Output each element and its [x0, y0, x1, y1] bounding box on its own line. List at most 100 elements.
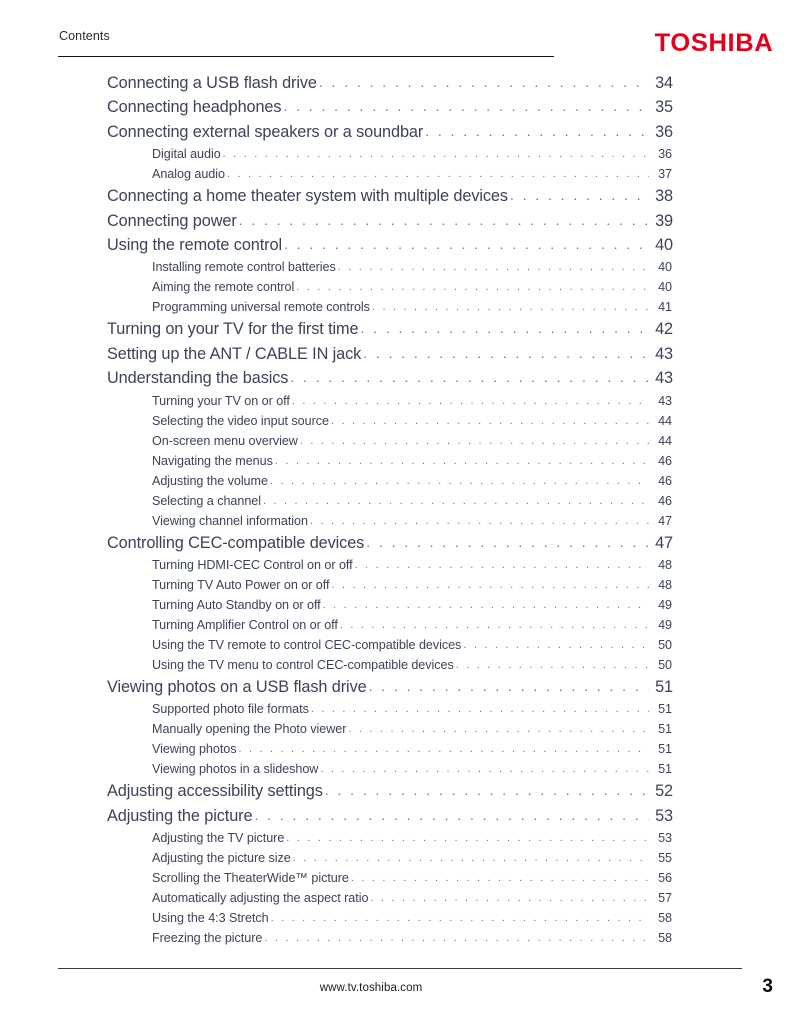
- toc-entry[interactable]: On-screen menu overview. . . . . . . . .…: [0, 434, 800, 454]
- toc-entry[interactable]: Turning TV Auto Power on or off. . . . .…: [0, 578, 800, 598]
- toc-leader-dots: . . . . . . . . . . . . . . . . . . . . …: [368, 677, 649, 694]
- toc-entry-title: Adjusting the picture: [107, 806, 253, 825]
- toc-entry[interactable]: Connecting headphones. . . . . . . . . .…: [0, 98, 800, 122]
- toc-entry-title: Adjusting the TV picture: [152, 831, 285, 846]
- toc-entry[interactable]: Connecting a home theater system with mu…: [0, 187, 800, 211]
- toc-entry[interactable]: Viewing photos. . . . . . . . . . . . . …: [0, 742, 800, 762]
- toc-entry[interactable]: Adjusting accessibility settings. . . . …: [0, 782, 800, 806]
- toc-leader-dots: . . . . . . . . . . . . . . . . . . . . …: [322, 598, 649, 611]
- toc-entry-title: Viewing photos on a USB flash drive: [107, 677, 367, 696]
- toc-leader-dots: . . . . . . . . . . . . . . . . . . . . …: [238, 743, 650, 756]
- toc-entry-title: Aiming the remote control: [152, 280, 295, 295]
- toc-leader-dots: . . . . . . . . . . . . . . . . . . . . …: [463, 638, 649, 651]
- toc-entry-title: Adjusting the picture size: [152, 851, 291, 866]
- footer-page-number: 3: [762, 976, 773, 997]
- toc-leader-dots: . . . . . . . . . . . . . . . . . . . . …: [339, 618, 649, 631]
- footer-website-url: www.tv.toshiba.com: [319, 982, 423, 994]
- toc-entry[interactable]: Using the TV remote to control CEC-compa…: [0, 638, 800, 658]
- toc-entry[interactable]: Adjusting the picture size. . . . . . . …: [0, 851, 800, 871]
- toc-entry-title: Understanding the basics: [107, 369, 289, 388]
- toc-leader-dots: . . . . . . . . . . . . . . . . . . . . …: [363, 344, 649, 361]
- toc-entry-title: Viewing photos: [152, 742, 237, 757]
- toc-entry-page-number: 52: [655, 782, 673, 801]
- toc-entry[interactable]: Selecting a channel. . . . . . . . . . .…: [0, 494, 800, 514]
- toc-leader-dots: . . . . . . . . . . . . . . . . . . . . …: [318, 74, 649, 90]
- toc-entry[interactable]: Controlling CEC-compatible devices. . . …: [0, 534, 800, 558]
- toc-entry[interactable]: Selecting the video input source. . . . …: [0, 414, 800, 434]
- toc-leader-dots: . . . . . . . . . . . . . . . . . . . . …: [226, 168, 649, 181]
- toc-entry-page-number: 51: [658, 702, 672, 717]
- toc-entry-title: Analog audio: [152, 167, 225, 182]
- toc-entry[interactable]: Digital audio. . . . . . . . . . . . . .…: [0, 147, 800, 167]
- toc-entry[interactable]: Using the remote control. . . . . . . . …: [0, 236, 800, 260]
- toc-entry[interactable]: Turning HDMI-CEC Control on or off. . . …: [0, 558, 800, 578]
- toc-entry-page-number: 58: [658, 931, 672, 946]
- toc-entry[interactable]: Automatically adjusting the aspect ratio…: [0, 891, 800, 911]
- toc-entry[interactable]: Aiming the remote control. . . . . . . .…: [0, 280, 800, 300]
- toc-entry-title: Adjusting accessibility settings: [107, 782, 323, 801]
- toc-entry[interactable]: Supported photo file formats. . . . . . …: [0, 702, 800, 722]
- toc-leader-dots: . . . . . . . . . . . . . . . . . . . . …: [238, 211, 649, 228]
- toc-entry-page-number: 35: [655, 98, 673, 117]
- toc-entry[interactable]: Viewing channel information. . . . . . .…: [0, 514, 800, 534]
- toc-entry[interactable]: Using the TV menu to control CEC-compati…: [0, 658, 800, 678]
- toc-entry-title: Installing remote control batteries: [152, 260, 336, 275]
- toc-entry[interactable]: Understanding the basics. . . . . . . . …: [0, 369, 800, 393]
- toc-entry[interactable]: Turning your TV on or off. . . . . . . .…: [0, 394, 800, 414]
- toc-entry-title: Digital audio: [152, 147, 221, 162]
- toc-leader-dots: . . . . . . . . . . . . . . . . . . . . …: [296, 281, 649, 294]
- toc-entry[interactable]: Setting up the ANT / CABLE IN jack. . . …: [0, 345, 800, 369]
- toc-entry-title: Viewing channel information: [152, 513, 308, 528]
- toc-entry-page-number: 53: [655, 806, 673, 825]
- toc-entry[interactable]: Turning Amplifier Control on or off. . .…: [0, 618, 800, 638]
- toc-entry[interactable]: Turning Auto Standby on or off. . . . . …: [0, 598, 800, 618]
- toc-entry-page-number: 41: [658, 300, 672, 315]
- toc-entry-page-number: 49: [658, 597, 672, 612]
- toc-entry-page-number: 46: [658, 473, 672, 488]
- toshiba-logo: TOSHIBA: [654, 29, 773, 57]
- toc-entry[interactable]: Freezing the picture. . . . . . . . . . …: [0, 931, 800, 951]
- toc-entry-page-number: 51: [658, 762, 672, 777]
- toc-entry-title: Controlling CEC-compatible devices: [107, 533, 365, 552]
- toc-leader-dots: . . . . . . . . . . . . . . . . . . . . …: [309, 514, 649, 527]
- toc-entry-title: Turning on your TV for the first time: [107, 320, 359, 339]
- toc-entry-page-number: 34: [655, 74, 673, 92]
- toc-entry-page-number: 43: [658, 393, 672, 408]
- toc-entry[interactable]: Scrolling the TheaterWide™ picture. . . …: [0, 871, 800, 891]
- toc-entry[interactable]: Analog audio. . . . . . . . . . . . . . …: [0, 167, 800, 187]
- toc-leader-dots: . . . . . . . . . . . . . . . . . . . . …: [348, 723, 649, 736]
- toc-leader-dots: . . . . . . . . . . . . . . . . . . . . …: [291, 394, 649, 407]
- toc-entry[interactable]: Using the 4:3 Stretch. . . . . . . . . .…: [0, 911, 800, 931]
- toc-entry-title: Navigating the menus: [152, 453, 273, 468]
- toc-entry[interactable]: Navigating the menus. . . . . . . . . . …: [0, 454, 800, 474]
- toc-entry[interactable]: Programming universal remote controls. .…: [0, 300, 800, 320]
- toc-leader-dots: . . . . . . . . . . . . . . . . . . . . …: [370, 892, 649, 905]
- toc-entry-title: Programming universal remote controls: [152, 300, 370, 315]
- toc-leader-dots: . . . . . . . . . . . . . . . . . . . . …: [310, 703, 649, 716]
- toc-entry[interactable]: Installing remote control batteries. . .…: [0, 260, 800, 280]
- toc-entry-page-number: 51: [655, 677, 673, 696]
- toc-leader-dots: . . . . . . . . . . . . . . . . . . . . …: [324, 782, 649, 799]
- toc-entry-title: Scrolling the TheaterWide™ picture: [152, 871, 349, 886]
- toc-entry[interactable]: Manually opening the Photo viewer. . . .…: [0, 722, 800, 742]
- toc-leader-dots: . . . . . . . . . . . . . . . . . . . . …: [222, 148, 649, 161]
- toc-entry-title: Freezing the picture: [152, 931, 263, 946]
- toc-entry[interactable]: Connecting power. . . . . . . . . . . . …: [0, 212, 800, 236]
- toc-entry[interactable]: Connecting a USB flash drive. . . . . . …: [0, 74, 800, 98]
- toc-entry[interactable]: Adjusting the TV picture. . . . . . . . …: [0, 831, 800, 851]
- toc-entry[interactable]: Adjusting the volume. . . . . . . . . . …: [0, 474, 800, 494]
- toc-entry-title: Selecting the video input source: [152, 413, 329, 428]
- toc-entry[interactable]: Connecting external speakers or a soundb…: [0, 123, 800, 147]
- toc-entry-page-number: 40: [655, 235, 673, 254]
- toc-entry[interactable]: Turning on your TV for the first time. .…: [0, 320, 800, 344]
- toc-entry[interactable]: Adjusting the picture. . . . . . . . . .…: [0, 807, 800, 831]
- toc-entry[interactable]: Viewing photos on a USB flash drive. . .…: [0, 678, 800, 702]
- toc-entry-page-number: 44: [658, 413, 672, 428]
- toc-leader-dots: . . . . . . . . . . . . . . . . . . . . …: [262, 494, 649, 507]
- toc-entry-page-number: 46: [658, 453, 672, 468]
- toc-entry-page-number: 50: [658, 637, 672, 652]
- toc-entry-title: Turning TV Auto Power on or off: [152, 577, 330, 592]
- toc-entry[interactable]: Viewing photos in a slideshow. . . . . .…: [0, 762, 800, 782]
- toc-entry-title: Using the TV menu to control CEC-compati…: [152, 657, 454, 672]
- toc-leader-dots: . . . . . . . . . . . . . . . . . . . . …: [264, 932, 649, 945]
